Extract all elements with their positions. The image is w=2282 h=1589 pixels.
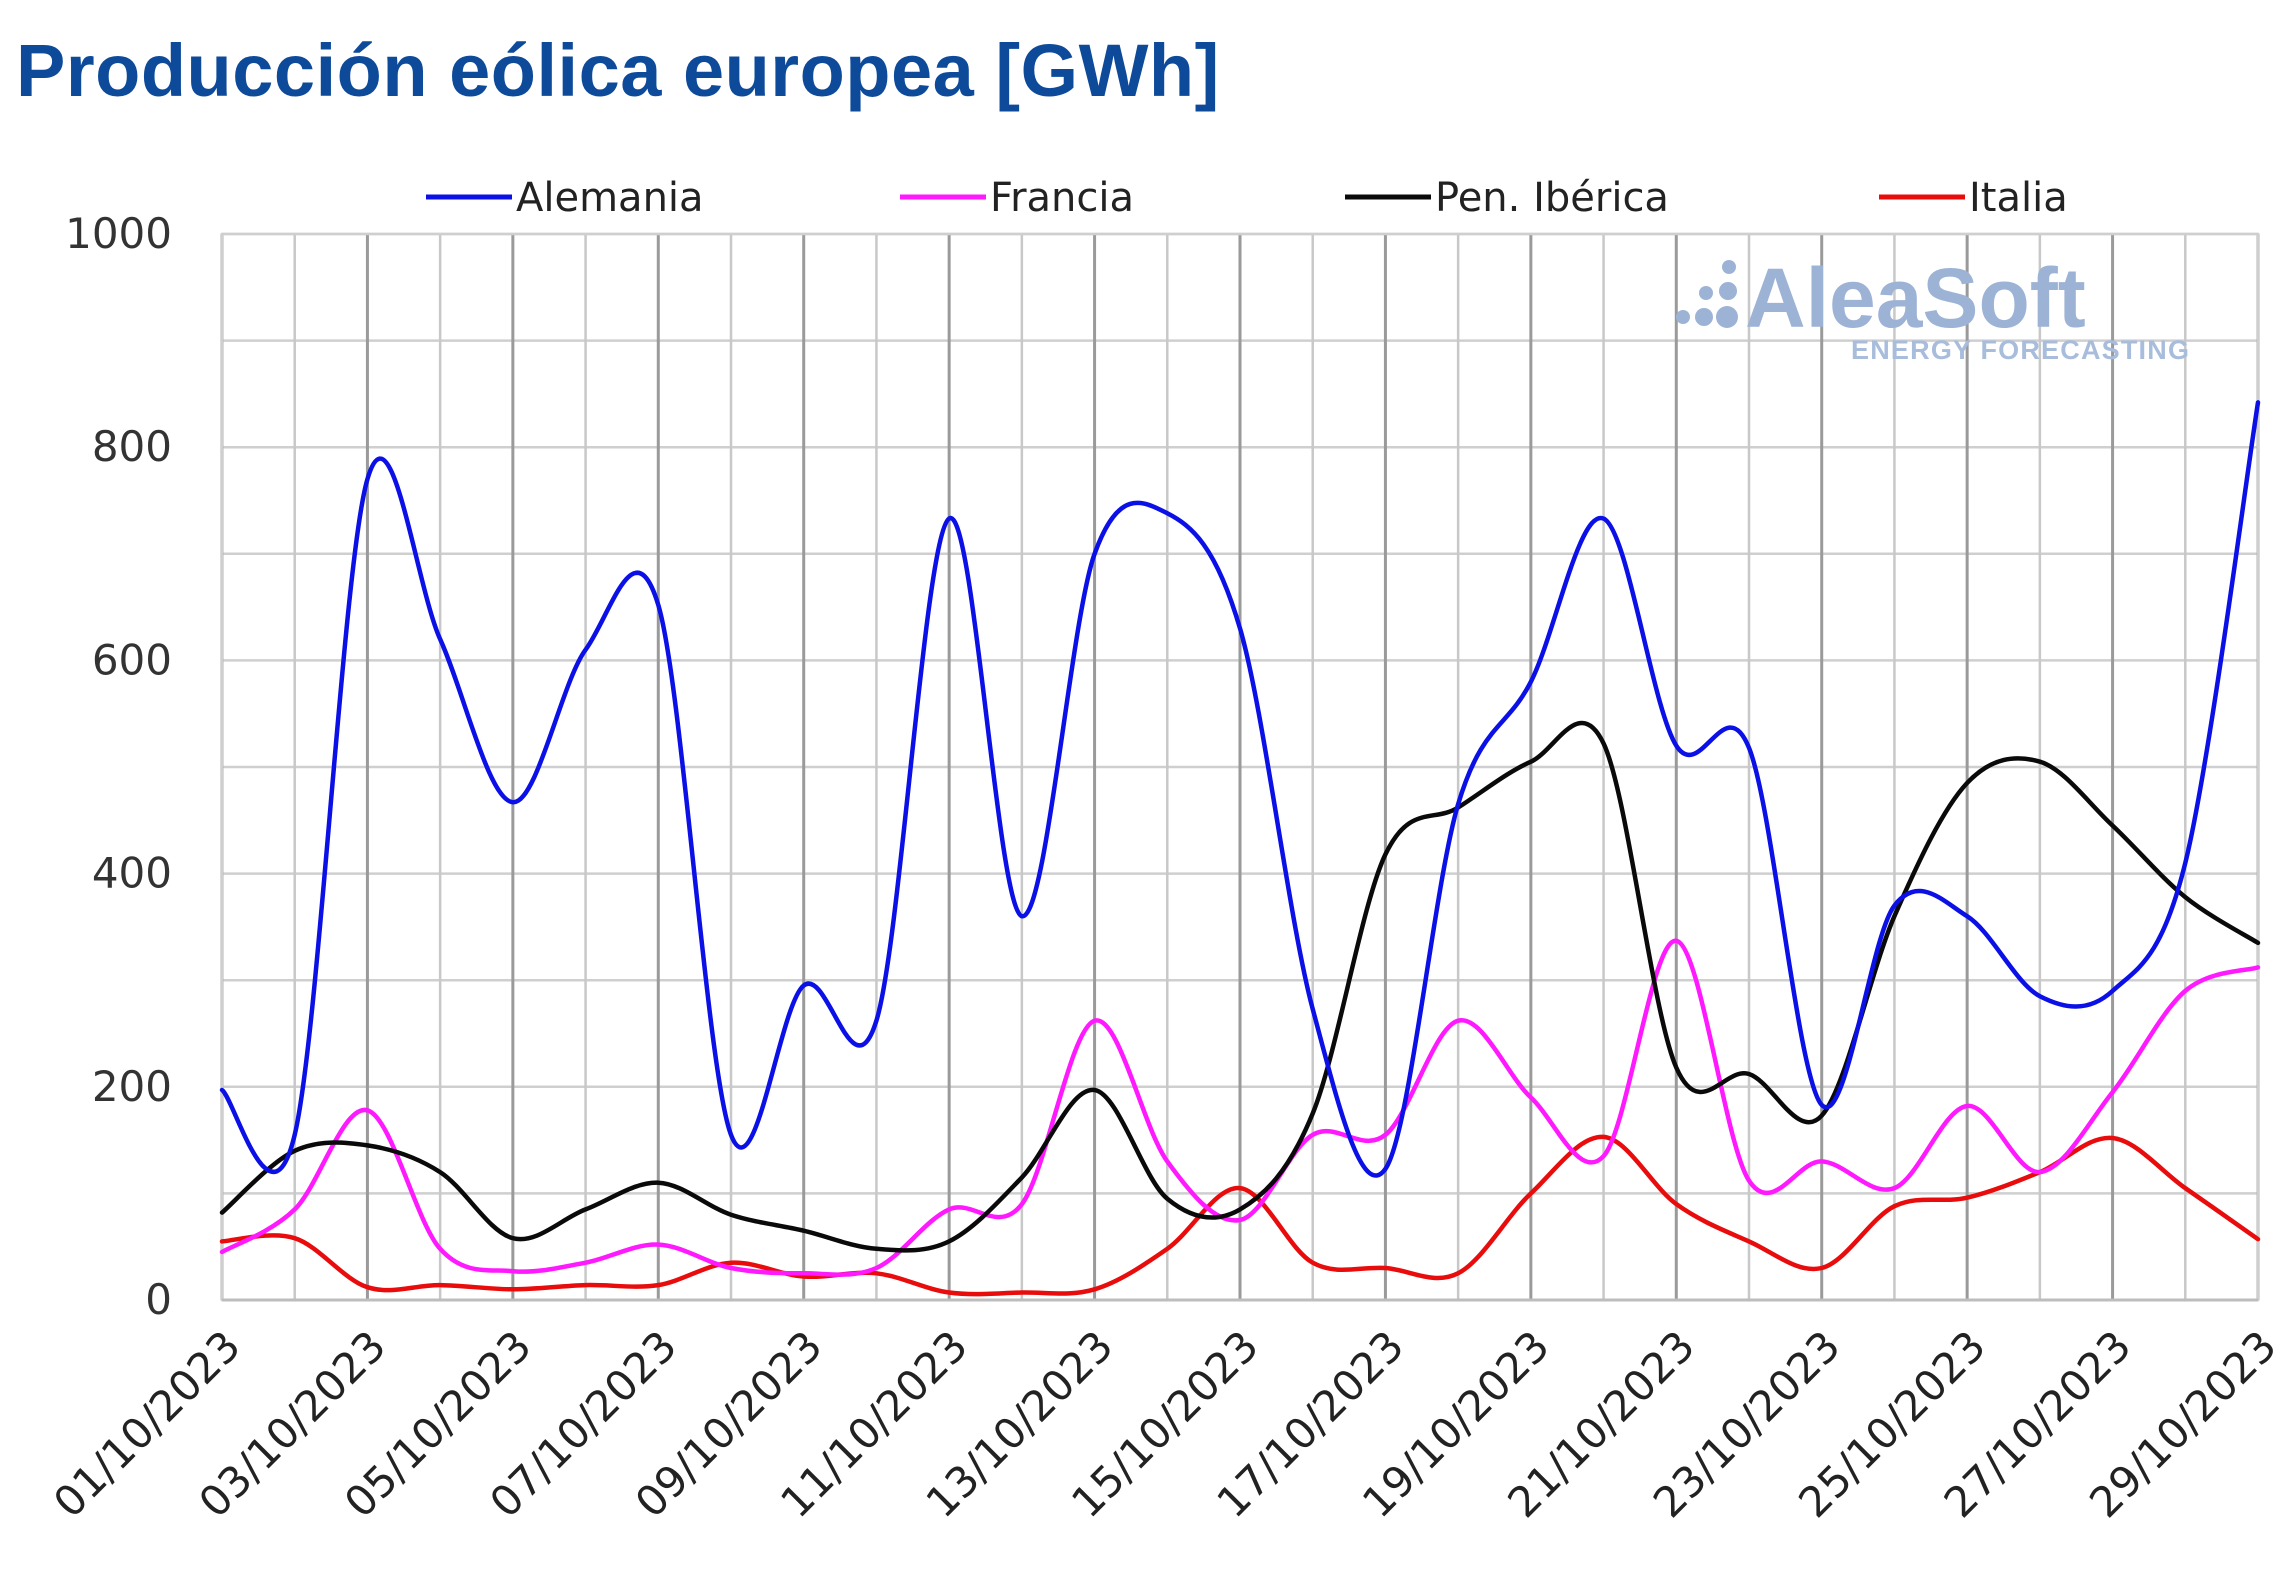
- legend: Alemania Francia Pen. Ibérica Italia: [426, 175, 2068, 221]
- y-tick-label: 600: [92, 635, 172, 684]
- aleasoft-logo: AleaSoft ENERGY FORECASTING: [1676, 251, 2190, 365]
- y-tick-label: 200: [92, 1062, 172, 1111]
- legend-label-pen-iberica: Pen. Ibérica: [1435, 175, 1669, 221]
- legend-label-francia: Francia: [990, 175, 1134, 221]
- series-lines: [219, 400, 2261, 1297]
- grid: [220, 232, 2260, 1302]
- legend-label-alemania: Alemania: [516, 175, 704, 221]
- logo-name: AleaSoft: [1745, 251, 2086, 345]
- chart-title: Producción eólica europea [GWh]: [16, 29, 1220, 112]
- series-line-alemania: [219, 400, 2261, 1178]
- axes: 0 200 400 600 800 1000: [65, 209, 2260, 1324]
- y-tick-label: 400: [92, 849, 172, 898]
- logo-tagline: ENERGY FORECASTING: [1851, 335, 2190, 365]
- series-line-italia: [219, 1134, 2261, 1297]
- legend-label-italia: Italia: [1969, 175, 2068, 221]
- x-tick-labels: 01/10/202303/10/202305/10/202307/10/2023…: [44, 1321, 2282, 1527]
- logo-dots-icon: [1676, 260, 1738, 328]
- y-tick-label: 1000: [65, 209, 172, 258]
- y-tick-label: 800: [92, 422, 172, 471]
- y-tick-label: 0: [145, 1275, 172, 1324]
